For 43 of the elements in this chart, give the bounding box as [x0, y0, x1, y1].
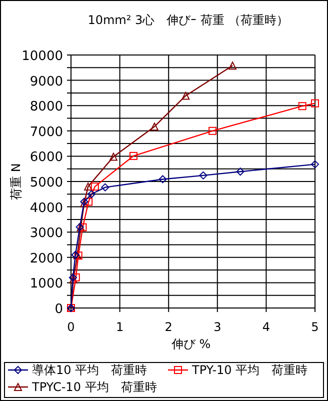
x-tick-label: 2	[164, 320, 172, 334]
y-axis-title: 荷重 N	[9, 163, 23, 200]
y-tick-label: 2000	[30, 251, 63, 266]
point	[199, 171, 208, 180]
legend-label: TPY-10 平均 荷重時	[191, 363, 308, 377]
point	[208, 126, 217, 135]
point	[90, 182, 99, 191]
point	[109, 152, 118, 161]
point	[72, 273, 80, 282]
y-tick-label: 6000	[30, 150, 63, 166]
point	[101, 183, 110, 192]
y-tick-label: 3000	[30, 226, 63, 242]
x-tick-label: 3	[214, 320, 222, 334]
x-tick-label: 5	[311, 320, 319, 334]
y-tick-label: 4000	[30, 200, 63, 216]
point	[84, 182, 92, 191]
legend-label: 導体10 平均 荷重時	[32, 363, 148, 377]
point	[87, 190, 96, 198]
chart-title: 10mm² 3心 伸びｰ 荷重 （荷重時）	[88, 13, 288, 27]
point	[228, 62, 237, 70]
point	[150, 122, 158, 131]
y-tick-label: 0	[54, 302, 63, 317]
x-tick-label: 0	[67, 320, 75, 334]
point	[84, 198, 93, 206]
y-tick-label: 9000	[30, 74, 63, 90]
point	[182, 92, 190, 100]
point	[298, 102, 306, 110]
point	[158, 175, 167, 184]
y-tick-label: 7000	[30, 124, 63, 140]
y-tick-label: 5000	[30, 176, 63, 190]
x-tick-label: 4	[262, 320, 270, 334]
point	[311, 99, 319, 108]
x-tick-label: 1	[116, 320, 124, 334]
point	[71, 250, 80, 259]
point	[129, 152, 138, 160]
legend-label: TPYC-10 平均 荷重時	[31, 380, 157, 394]
y-tick-label: 1000	[30, 276, 63, 292]
point	[236, 168, 244, 176]
point	[311, 160, 319, 168]
x-axis-title: 伸び %	[170, 337, 211, 351]
point	[78, 223, 87, 232]
y-tick-label: 10000	[22, 49, 63, 64]
y-tick-label: 8000	[30, 100, 63, 115]
